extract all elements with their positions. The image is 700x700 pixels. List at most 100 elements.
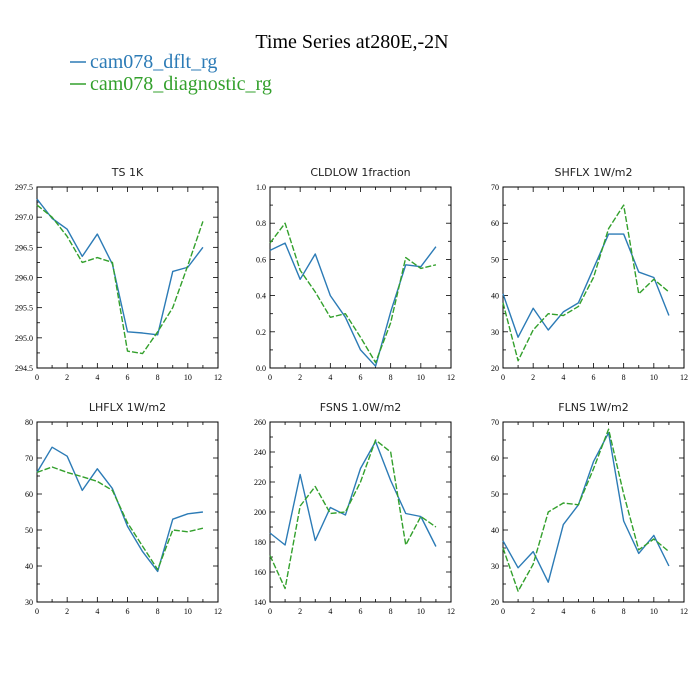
x-tick-label: 0 xyxy=(268,607,272,616)
y-tick-label: 294.5 xyxy=(15,364,33,373)
panel-title: FSNS 1.0W/m2 xyxy=(320,401,402,414)
y-tick-label: 1.0 xyxy=(256,183,266,192)
x-tick-label: 8 xyxy=(622,607,626,616)
series-line-diagnostic xyxy=(36,204,204,355)
y-tick-label: 40 xyxy=(25,562,33,571)
x-tick-label: 10 xyxy=(417,607,425,616)
x-tick-label: 4 xyxy=(95,373,99,382)
series-line-dflt xyxy=(269,440,437,547)
series-line-dflt xyxy=(36,198,204,336)
x-tick-label: 4 xyxy=(328,607,332,616)
y-tick-label: 295.0 xyxy=(15,334,33,343)
panel-4: LHFLX 1W/m2 0 2 4 6 8 10 12 30 40 50 60 70 80 xyxy=(25,401,222,616)
x-tick-label: 4 xyxy=(328,373,332,382)
x-tick-label: 2 xyxy=(65,373,69,382)
panel-title: FLNS 1W/m2 xyxy=(558,401,628,414)
y-tick-label: 260 xyxy=(254,418,266,427)
x-tick-label: 8 xyxy=(156,373,160,382)
x-tick-label: 4 xyxy=(561,607,565,616)
x-tick-label: 10 xyxy=(650,373,658,382)
x-tick-label: 2 xyxy=(65,607,69,616)
y-tick-label: 30 xyxy=(491,328,499,337)
panel-1: TS 1K 0 2 4 6 8 10 12 294.5 295.0 295.5 296.0 296.5 2… xyxy=(15,166,222,382)
x-tick-label: 8 xyxy=(622,373,626,382)
y-tick-label: 60 xyxy=(491,219,499,228)
series-line-dflt xyxy=(269,242,437,367)
panel-title: SHFLX 1W/m2 xyxy=(554,166,632,179)
panel-2: CLDLOW 1fraction 0 2 4 6 8 10 12 0.0 0.2 0.4 0.6 0.8… xyxy=(256,166,455,382)
x-tick-label: 12 xyxy=(447,607,455,616)
x-tick-label: 10 xyxy=(417,373,425,382)
y-tick-label: 60 xyxy=(25,490,33,499)
x-tick-label: 2 xyxy=(298,373,302,382)
y-tick-label: 20 xyxy=(491,364,499,373)
y-tick-label: 50 xyxy=(491,255,499,264)
plot-frame xyxy=(36,421,219,603)
y-tick-label: 20 xyxy=(491,598,499,607)
plot-frame xyxy=(36,186,219,369)
y-tick-label: 0.4 xyxy=(256,292,266,301)
x-tick-label: 0 xyxy=(501,373,505,382)
series-line-diagnostic xyxy=(269,222,437,364)
x-tick-label: 0 xyxy=(35,607,39,616)
y-tick-label: 70 xyxy=(491,418,499,427)
x-tick-label: 6 xyxy=(359,373,363,382)
series-line-dflt xyxy=(502,233,670,338)
plot-frame xyxy=(502,421,685,603)
x-tick-label: 2 xyxy=(298,607,302,616)
x-tick-label: 10 xyxy=(184,607,192,616)
legend-label-dflt: cam078_dflt_rg xyxy=(90,51,217,73)
y-tick-label: 220 xyxy=(254,478,266,487)
x-tick-label: 12 xyxy=(214,607,222,616)
x-tick-label: 0 xyxy=(501,607,505,616)
x-tick-label: 12 xyxy=(447,373,455,382)
y-tick-label: 40 xyxy=(491,292,499,301)
plot-frame xyxy=(269,421,452,603)
x-tick-label: 12 xyxy=(214,373,222,382)
figure-title: Time Series at280E,-2N xyxy=(255,31,448,53)
x-tick-label: 6 xyxy=(359,607,363,616)
y-tick-label: 297.0 xyxy=(15,213,33,222)
series-line-dflt xyxy=(502,432,670,583)
x-tick-label: 8 xyxy=(389,373,393,382)
y-tick-label: 50 xyxy=(25,526,33,535)
y-tick-label: 40 xyxy=(491,526,499,535)
x-tick-label: 12 xyxy=(680,373,688,382)
series-line-dflt xyxy=(36,446,204,573)
y-tick-label: 60 xyxy=(491,454,499,463)
panel-5: FSNS 1.0W/m2 0 2 4 6 8 10 12 140 160 180 200 220 240 2… xyxy=(254,401,455,616)
x-tick-label: 4 xyxy=(95,607,99,616)
y-tick-label: 70 xyxy=(25,454,33,463)
legend: cam078_dflt_rg cam078_diagnostic_rg xyxy=(70,51,272,95)
y-tick-label: 30 xyxy=(25,598,33,607)
x-tick-label: 12 xyxy=(680,607,688,616)
y-tick-label: 0.8 xyxy=(256,219,266,228)
x-tick-label: 2 xyxy=(531,373,535,382)
panels: TS 1K 0 2 4 6 8 10 12 294.5 295.0 295.5 296.0 296.5 2… xyxy=(15,166,688,616)
x-tick-label: 10 xyxy=(184,373,192,382)
y-tick-label: 240 xyxy=(254,448,266,457)
y-tick-label: 200 xyxy=(254,508,266,517)
x-tick-label: 8 xyxy=(156,607,160,616)
x-tick-label: 6 xyxy=(592,607,596,616)
y-tick-label: 297.5 xyxy=(15,183,33,192)
x-tick-label: 4 xyxy=(561,373,565,382)
series-line-diagnostic xyxy=(36,466,204,571)
panel-title: CLDLOW 1fraction xyxy=(310,166,410,179)
y-tick-label: 80 xyxy=(25,418,33,427)
x-tick-label: 6 xyxy=(126,373,130,382)
panel-title: TS 1K xyxy=(111,166,144,179)
y-tick-label: 140 xyxy=(254,598,266,607)
y-tick-label: 180 xyxy=(254,538,266,547)
x-tick-label: 10 xyxy=(650,607,658,616)
y-tick-label: 296.0 xyxy=(15,274,33,283)
legend-label-diagnostic: cam078_diagnostic_rg xyxy=(90,73,272,95)
panel-title: LHFLX 1W/m2 xyxy=(89,401,166,414)
series-line-diagnostic xyxy=(502,204,670,362)
y-tick-label: 0.0 xyxy=(256,364,266,373)
x-tick-label: 2 xyxy=(531,607,535,616)
panel-6: FLNS 1W/m2 0 2 4 6 8 10 12 20 30 40 50 60 70 xyxy=(491,401,688,616)
y-tick-label: 0.2 xyxy=(256,328,266,337)
x-tick-label: 8 xyxy=(389,607,393,616)
